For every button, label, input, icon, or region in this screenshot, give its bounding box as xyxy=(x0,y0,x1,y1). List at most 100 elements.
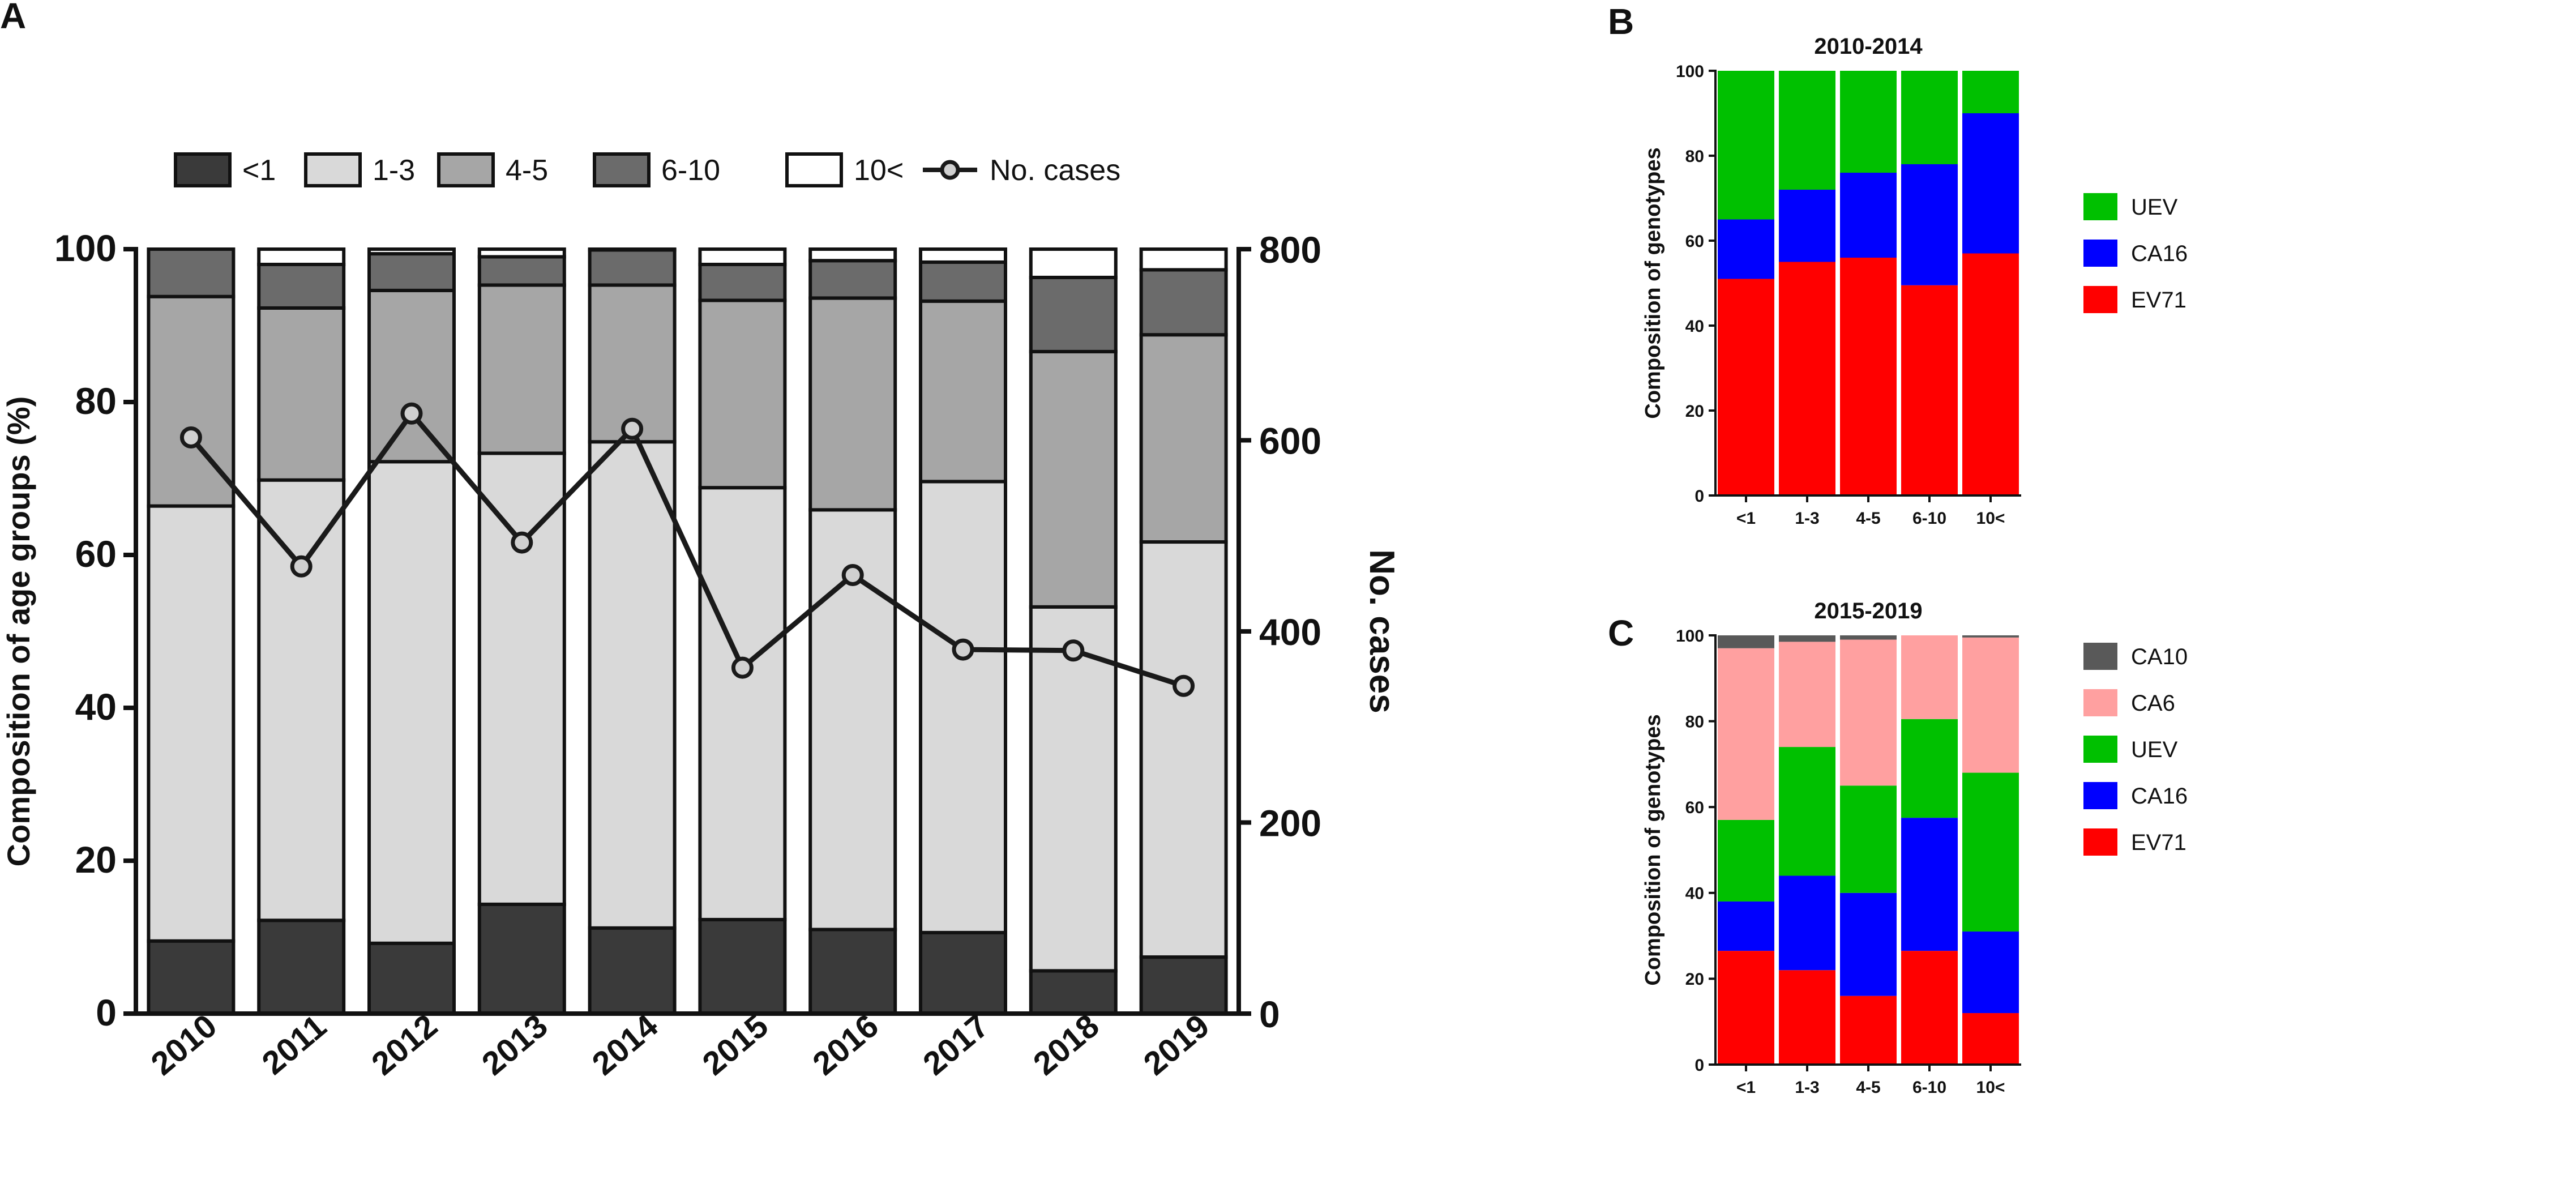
bar-a-2017-4-5 xyxy=(919,299,1007,484)
x-tick-label: 2014 xyxy=(585,1007,665,1083)
bar-a-2012-10lt xyxy=(367,247,456,256)
bar-a-2016-lt1 xyxy=(808,928,897,1015)
y-tick-label: 80 xyxy=(1685,147,1704,166)
bar-c-4-5-ev71 xyxy=(1840,996,1897,1065)
y2-tick-label: 0 xyxy=(1259,993,1280,1035)
bar-a-2014-lt1 xyxy=(588,926,677,1016)
y-tick-label: 60 xyxy=(75,533,117,575)
x-tick-label: 2015 xyxy=(696,1007,776,1083)
legend-swatch-uev xyxy=(2083,736,2117,763)
bar-a-2014-1-3 xyxy=(588,440,677,930)
legend-label: CA10 xyxy=(2131,644,2188,669)
y2-tick-label: 200 xyxy=(1259,802,1321,844)
bar-c-6-10-ca16 xyxy=(1901,818,1958,951)
bar-c-10lt-ca6 xyxy=(1962,637,2019,773)
legend-label: EV71 xyxy=(2131,830,2186,855)
bar-a-2018-1-3 xyxy=(1029,605,1118,973)
legend-swatch-ev71 xyxy=(2083,286,2117,313)
bar-c-10lt-ev71 xyxy=(1962,1013,2019,1065)
x-tick-label: 2018 xyxy=(1026,1007,1106,1083)
bar-a-2012-4-5 xyxy=(367,288,456,464)
y-tick-label: 40 xyxy=(75,686,117,728)
x-tick-label: 6-10 xyxy=(1912,509,1946,528)
legend-swatch-6-10 xyxy=(593,152,651,187)
x-tick-label: 2019 xyxy=(1137,1007,1217,1083)
bar-a-2015-1-3 xyxy=(698,486,787,921)
bar-c-1-3-uev xyxy=(1779,747,1835,876)
point-no-cases-2017 xyxy=(952,638,974,661)
legend-label: UEV xyxy=(2131,737,2178,762)
bar-a-2019-6-10 xyxy=(1139,268,1228,337)
x-tick-label: 6-10 xyxy=(1912,1078,1946,1097)
y-tick-label: 0 xyxy=(1694,487,1704,506)
bar-c-1-3-ca10 xyxy=(1779,635,1835,642)
legend-swatch-uev xyxy=(2083,193,2117,220)
bar-b-1-3-ca16 xyxy=(1779,190,1835,262)
bar-c-6-10-ev71 xyxy=(1901,951,1958,1065)
panel-letter-c: C xyxy=(1608,613,1634,653)
bar-c-lt1-ca6 xyxy=(1718,648,1774,820)
y-axis-title: Composition of genotypes xyxy=(1641,714,1665,985)
bar-a-2015-10lt xyxy=(698,247,787,266)
bar-b-1-3-ev71 xyxy=(1779,262,1835,495)
bar-a-2017-6-10 xyxy=(919,260,1007,303)
bar-c-4-5-ca16 xyxy=(1840,892,1897,996)
chart-b: <1 1-3 4-5 6-10 10< 0 20 40 60 80 100 Composition o… xyxy=(1641,34,2188,528)
bar-c-6-10-ca6 xyxy=(1901,635,1958,719)
chart-c: <1 1-3 4-5 6-10 10< 0 20 40 60 80 100 Composition o… xyxy=(1641,599,2188,1097)
y2-tick-label: 800 xyxy=(1259,229,1321,271)
chart-a: 2010 2011 2012 2013 2014 2015 2016 2017 2018 2019… xyxy=(1,152,1401,1083)
bar-a-2016-4-5 xyxy=(808,296,897,512)
x-tick-label: 2016 xyxy=(806,1007,885,1083)
bar-a-2016-10lt xyxy=(808,247,897,263)
bar-b-10lt-uev xyxy=(1962,71,2019,113)
bar-a-2018-lt1 xyxy=(1029,969,1118,1016)
bar-c-4-5-ca6 xyxy=(1840,639,1897,786)
legend-swatch-ca10 xyxy=(2083,643,2117,670)
point-no-cases-2015 xyxy=(731,656,754,679)
x-tick-label: 2011 xyxy=(255,1008,333,1082)
panel-letter-a: A xyxy=(0,0,26,36)
x-tick-label: 2012 xyxy=(365,1007,444,1083)
bar-a-2012-1-3 xyxy=(367,460,456,945)
x-tick-label: 4-5 xyxy=(1856,509,1880,528)
bar-b-6-10-ev71 xyxy=(1901,285,1958,495)
bar-b-4-5-ca16 xyxy=(1840,173,1897,258)
bar-a-2017-10lt xyxy=(919,247,1007,264)
line-no-cases xyxy=(189,409,1184,689)
bar-b-1-3-uev xyxy=(1779,71,1835,190)
y-axis-title: Composition of age groups (%) xyxy=(1,396,36,867)
bar-a-2018-6-10 xyxy=(1029,275,1118,353)
legend-swatch-ev71 xyxy=(2083,828,2117,856)
legend-label: 1-3 xyxy=(373,154,415,187)
legend-swatch-1-3 xyxy=(304,152,362,187)
bar-a-2011-10lt xyxy=(257,247,346,266)
legend-label: 10< xyxy=(854,154,904,187)
bar-b-6-10-uev xyxy=(1901,71,1958,164)
y-tick-label: 40 xyxy=(1685,885,1704,903)
panel-letter-b: B xyxy=(1608,1,1634,42)
legend-label: CA16 xyxy=(2131,784,2188,809)
bar-a-2019-4-5 xyxy=(1139,333,1228,544)
x-tick-label: 1-3 xyxy=(1795,509,1819,528)
bar-b-lt1-ca16 xyxy=(1718,219,1774,279)
chart-title: 2010-2014 xyxy=(1814,34,1923,59)
legend-label: CA16 xyxy=(2131,241,2188,266)
x-tick-label: 2010 xyxy=(144,1007,224,1083)
y2-axis-title: No. cases xyxy=(1362,549,1401,714)
legend-swatch-ca16 xyxy=(2083,782,2117,809)
x-tick-label: <1 xyxy=(1736,509,1756,528)
x-tick-label: <1 xyxy=(1736,1078,1756,1097)
legend-swatch-10lt xyxy=(785,152,843,187)
bar-a-2011-lt1 xyxy=(257,918,346,1016)
legend-label: CA6 xyxy=(2131,691,2175,716)
legend-label: UEV xyxy=(2131,195,2178,220)
bar-c-lt1-ca16 xyxy=(1718,901,1774,951)
bar-a-2015-4-5 xyxy=(698,298,787,490)
bar-a-2012-6-10 xyxy=(367,252,456,292)
bar-c-4-5-uev xyxy=(1840,785,1897,893)
legend-swatch-lt1 xyxy=(174,152,232,187)
bar-b-10lt-ca16 xyxy=(1962,113,2019,254)
bar-a-2016-6-10 xyxy=(808,259,897,300)
bar-a-2013-10lt xyxy=(477,247,566,259)
